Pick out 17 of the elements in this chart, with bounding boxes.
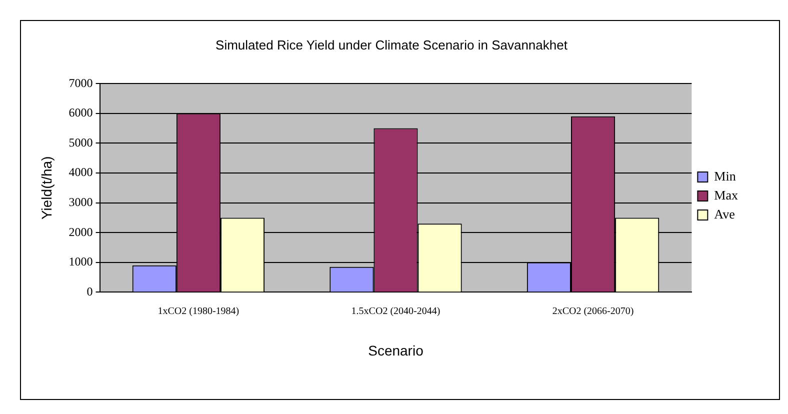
x-axis-title: Scenario (368, 342, 424, 358)
legend-label: Min (714, 168, 736, 184)
y-tick-label: 7000 (68, 76, 93, 90)
x-tick-label: 1xCO2 (1980-1984) (158, 306, 240, 317)
y-tick-label: 5000 (68, 135, 93, 150)
y-tick-label: 6000 (68, 106, 93, 120)
y-tick-label: 3000 (68, 194, 93, 209)
legend-label: Ave (714, 206, 736, 222)
x-tick-label: 1.5xCO2 (2040-2044) (351, 306, 440, 317)
chart-title: Simulated Rice Yield under Climate Scenario in Savannakhet (216, 37, 568, 52)
y-tick-label: 4000 (68, 165, 93, 180)
x-tick-label: 2xCO2 (2066-2070) (552, 306, 634, 317)
y-tick-label: 2000 (68, 224, 93, 239)
y-tick-label: 0 (86, 284, 93, 298)
y-tick-label: 1000 (68, 254, 93, 269)
y-axis-title: Yield(t/ha) (38, 156, 54, 220)
legend-label: Max (714, 187, 738, 202)
